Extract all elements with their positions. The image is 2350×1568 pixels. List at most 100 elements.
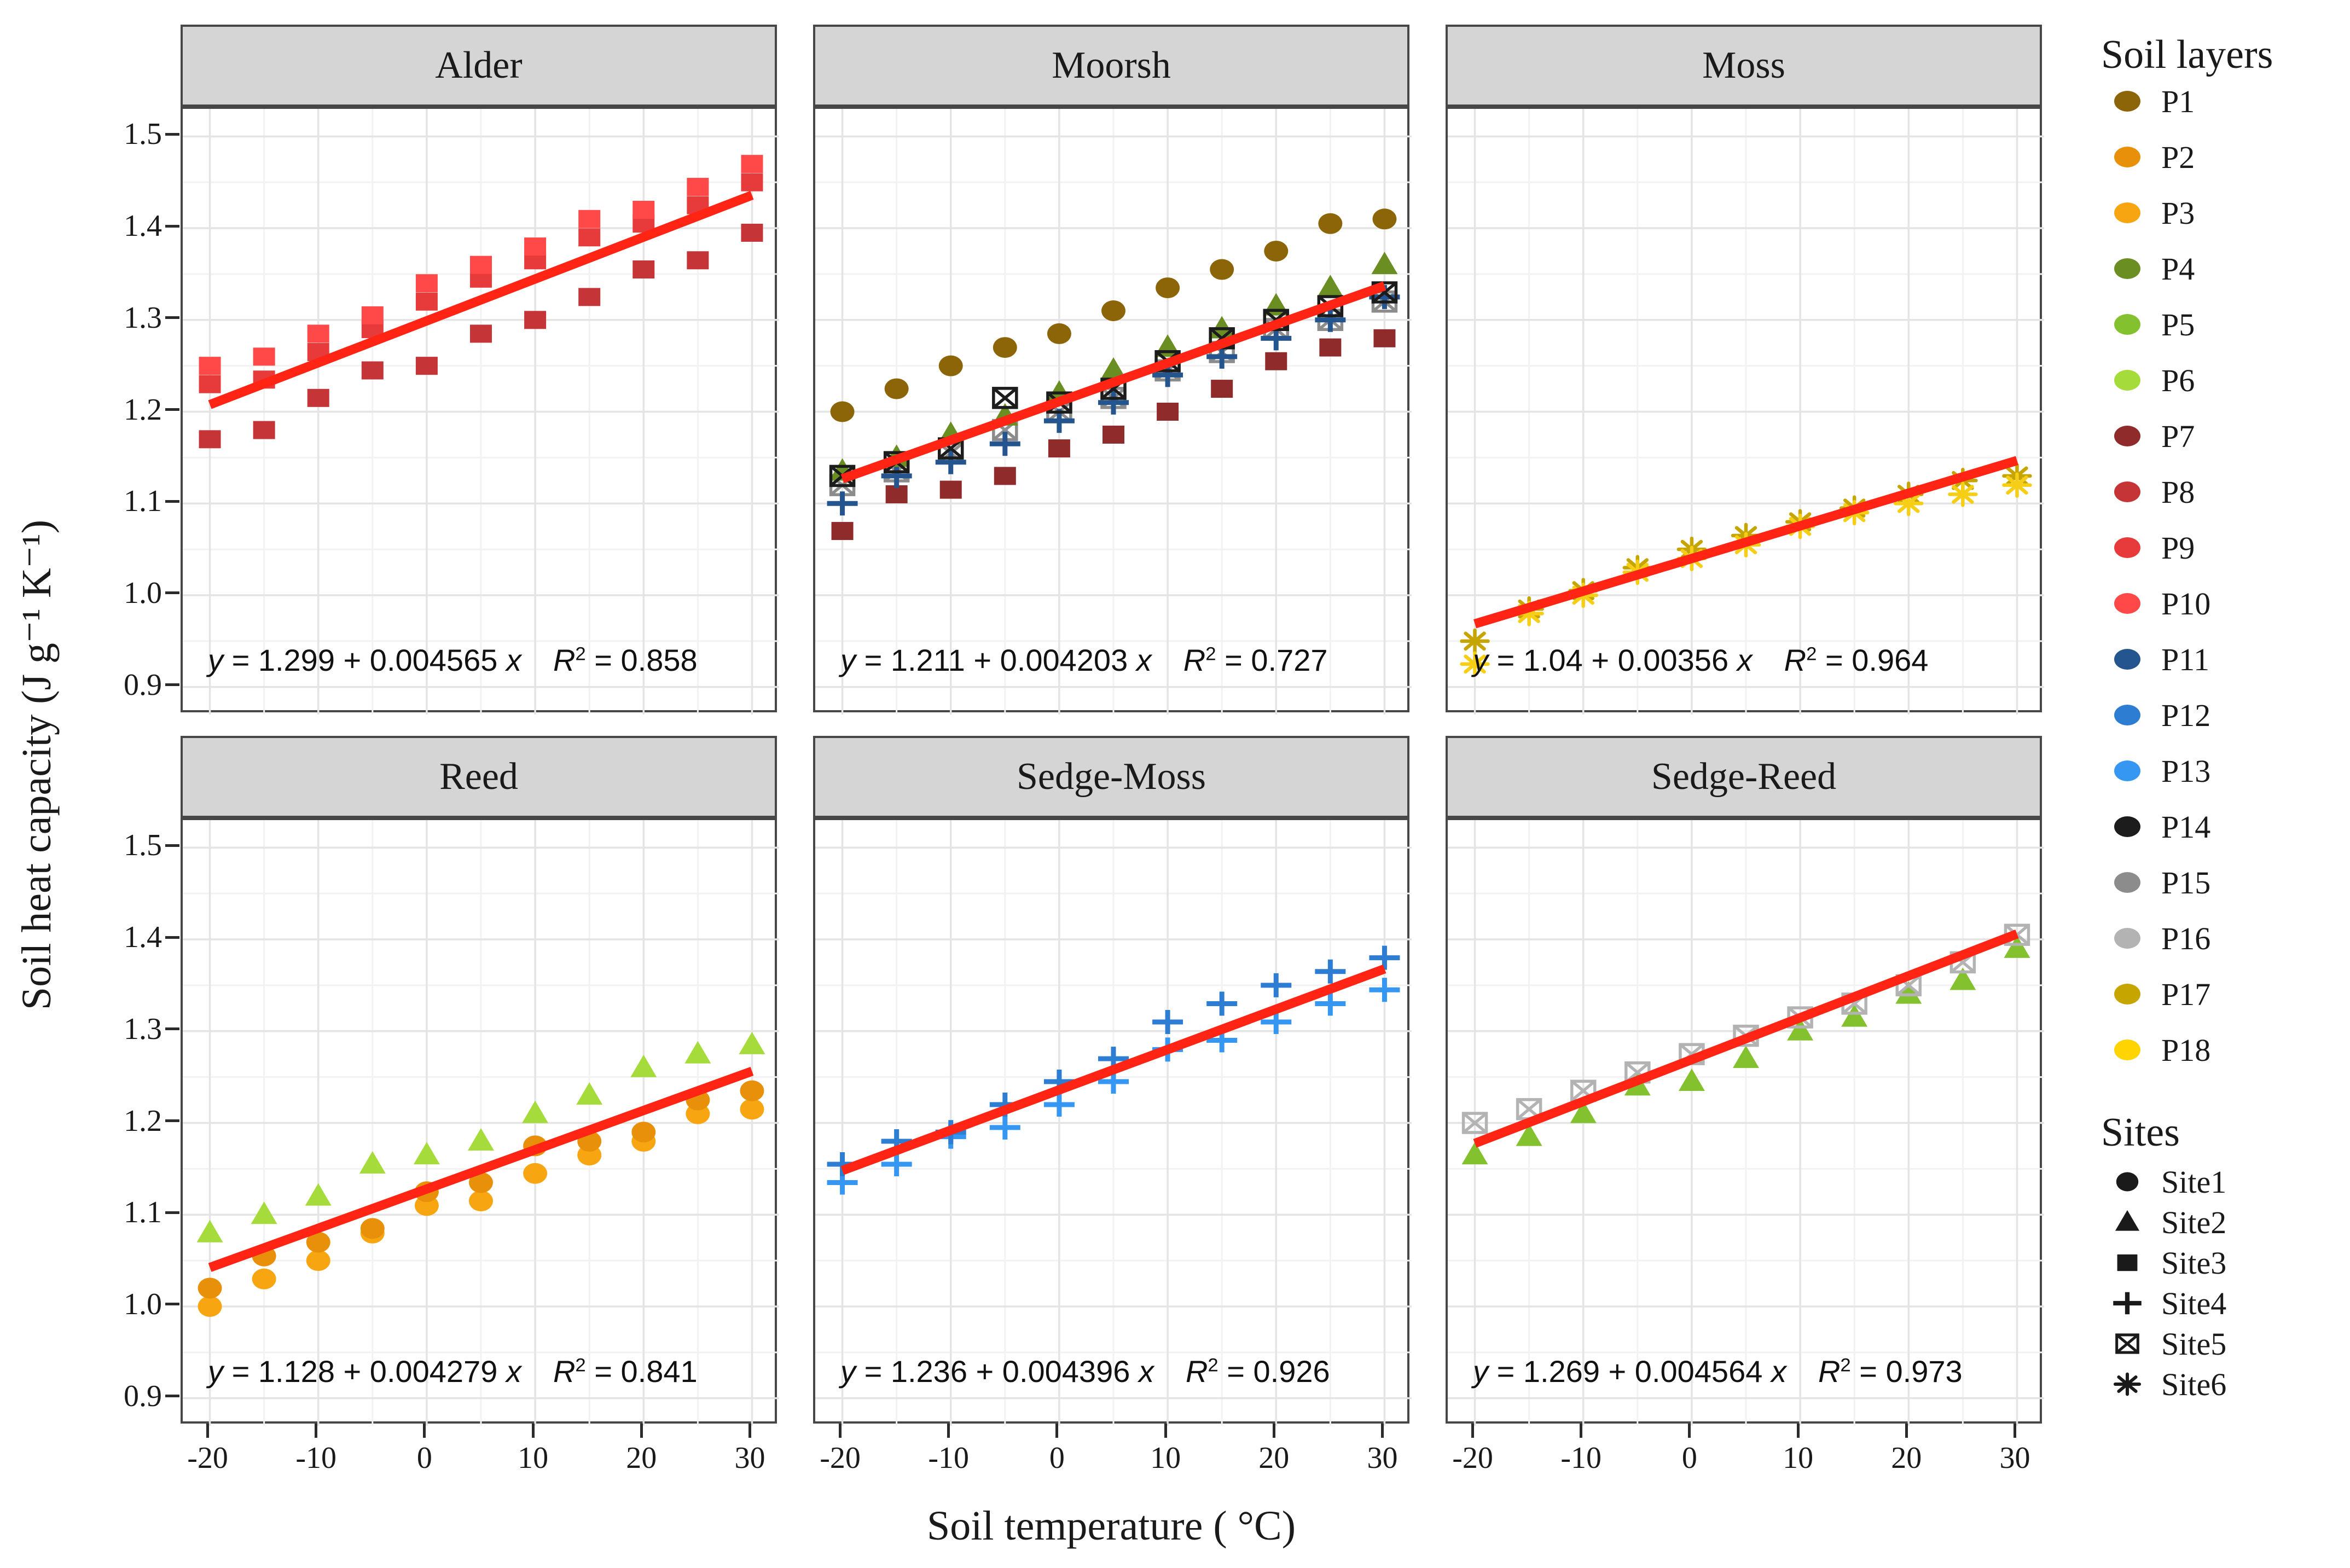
legend-item-layer-p14: P14 — [2108, 806, 2210, 847]
grid-major — [183, 820, 779, 1426]
series-P7 — [831, 329, 1396, 541]
y-tick-label: 0.9 — [124, 1379, 162, 1413]
point-circle — [306, 1250, 330, 1271]
eq-slope: 0.004203 — [1000, 643, 1128, 677]
legend-item-site-site4: Site4 — [2108, 1282, 2226, 1324]
legend-item-layer-p9: P9 — [2108, 527, 2195, 568]
legend-key-dot — [2114, 258, 2140, 279]
legend-layer-label: P8 — [2161, 474, 2195, 510]
point-plus — [1261, 973, 1292, 997]
point-square — [524, 311, 547, 329]
point-triangle — [684, 1041, 711, 1064]
eq-intercept: 1.236 — [890, 1354, 967, 1389]
legend-key-boxx-icon — [2115, 1333, 2139, 1354]
point-square — [415, 357, 438, 375]
point-square — [1319, 338, 1342, 357]
panel-alder: y = 1.299 + 0.004565 x R2 = 0.858 — [181, 107, 779, 715]
point-square — [253, 421, 275, 439]
legend-key-asterisk-icon — [2113, 1372, 2142, 1396]
point-triangle — [1516, 1123, 1542, 1146]
facet-title: Moorsh — [1052, 44, 1171, 86]
panel-moorsh: y = 1.211 + 0.004203 x R2 = 0.727 — [813, 107, 1412, 715]
point-square — [885, 485, 908, 503]
legend-key-dot — [2114, 593, 2140, 614]
legend-key-dot — [2114, 760, 2140, 781]
point-square — [633, 201, 655, 219]
point-square — [415, 292, 438, 311]
facet-strip-reed: Reed — [181, 736, 777, 818]
legend-item-layer-p2: P2 — [2108, 136, 2195, 178]
point-circle — [1318, 213, 1343, 234]
x-tick-mark — [640, 1424, 643, 1438]
panel-canvas-moss — [1448, 109, 2044, 715]
point-circle — [740, 1099, 764, 1120]
legend-layer-label: P18 — [2161, 1032, 2211, 1068]
point-square — [470, 324, 492, 343]
eq-r2: 0.841 — [620, 1354, 698, 1389]
point-square — [307, 324, 329, 343]
point-circle — [631, 1122, 656, 1143]
point-square — [578, 288, 601, 306]
point-circle — [2116, 1172, 2139, 1192]
point-triangle — [1949, 967, 1976, 990]
point-square — [470, 255, 492, 274]
point-triangle — [251, 1201, 277, 1224]
y-tick-mark — [165, 224, 179, 228]
facet-strip-sedge-moss: Sedge-Moss — [813, 736, 1409, 818]
legend-key-dot — [2114, 314, 2140, 335]
legend-item-layer-p12: P12 — [2108, 694, 2210, 736]
facet-title: Reed — [439, 756, 518, 798]
legend-item-layer-p10: P10 — [2108, 583, 2210, 624]
series-P11 — [827, 284, 1400, 516]
point-triangle — [1461, 1142, 1488, 1165]
legend-key-dot — [2114, 816, 2140, 837]
legend-key-dot — [2114, 705, 2140, 725]
regression-equation: y = 1.269 + 0.004564 x R2 = 0.973 — [1473, 1354, 1963, 1389]
y-tick-mark — [165, 1395, 179, 1398]
point-plus — [1315, 307, 1346, 332]
legend-key-dot — [2114, 370, 2140, 391]
legend-layer-label: P16 — [2161, 920, 2211, 956]
eq-slope: 0.00356 — [1617, 643, 1729, 677]
panel-sedge-moss: y = 1.236 + 0.004396 x R2 = 0.926 — [813, 818, 1412, 1426]
point-plus — [1043, 1092, 1075, 1117]
panel-reed: y = 1.128 + 0.004279 x R2 = 0.841 — [181, 818, 779, 1426]
point-asterisk — [1460, 651, 1490, 677]
legend-title-soil-layers: Soil layers — [2101, 32, 2273, 77]
legend-layer-label: P9 — [2161, 530, 2195, 566]
legend-key-dot — [2114, 984, 2140, 1004]
y-tick-label: 1.1 — [124, 1195, 162, 1230]
point-square — [741, 155, 763, 173]
point-square — [524, 237, 547, 256]
legend-item-layer-p4: P4 — [2108, 248, 2195, 289]
x-tick-label: 20 — [626, 1441, 657, 1475]
series-P5 — [1461, 935, 2030, 1165]
y-tick-label: 1.0 — [124, 1287, 162, 1321]
y-tick-mark — [165, 316, 179, 320]
regression-line — [840, 964, 1386, 1175]
series-P6 — [196, 1031, 765, 1242]
x-tick-mark — [531, 1424, 535, 1438]
eq-intercept: 1.211 — [890, 643, 965, 677]
x-tick-label: -10 — [295, 1441, 337, 1475]
point-circle — [884, 378, 909, 399]
x-tick-label: 0 — [1681, 1441, 1697, 1475]
point-square — [994, 467, 1016, 485]
legend-layer-label: P2 — [2161, 139, 2195, 175]
regression-equation: y = 1.299 + 0.004565 x R2 = 0.858 — [208, 643, 698, 677]
legend-item-layer-p5: P5 — [2108, 304, 2195, 345]
y-tick-label: 1.4 — [124, 920, 162, 955]
x-tick-label: 20 — [1258, 1441, 1290, 1475]
point-triangle — [1678, 1068, 1705, 1091]
point-triangle — [630, 1054, 657, 1077]
x-tick-mark — [206, 1424, 210, 1438]
legend-site-label: Site3 — [2161, 1245, 2227, 1281]
legend-item-site-site3: Site3 — [2108, 1242, 2226, 1284]
x-tick-mark — [1905, 1424, 1908, 1438]
point-square — [361, 361, 384, 380]
legend-key-square-icon — [2117, 1254, 2138, 1271]
point-circle — [360, 1218, 385, 1239]
y-axis-title: Soil heat capacity (J g⁻¹ K⁻¹) — [14, 519, 60, 1011]
point-triangle — [359, 1151, 386, 1174]
